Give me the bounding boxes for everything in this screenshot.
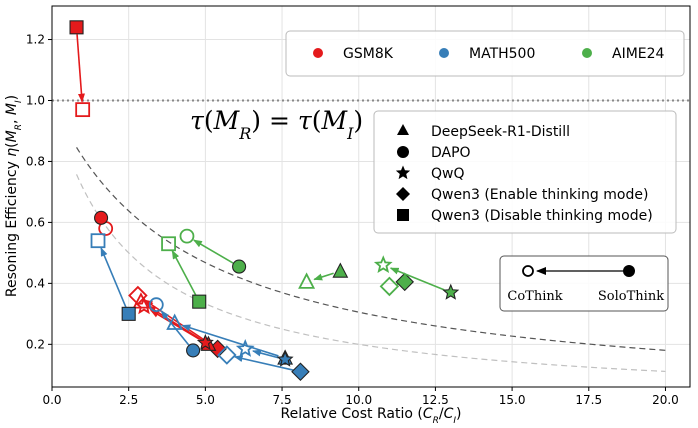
y-tick-label: 1.0 <box>26 93 45 107</box>
y-tick-label: 1.2 <box>26 33 45 47</box>
legend-math500-label: MATH500 <box>469 46 535 62</box>
efficiency-curve-1 <box>75 174 666 373</box>
cothink-point <box>217 345 237 365</box>
legend-diamond-marker <box>396 187 410 201</box>
cothink-point <box>235 339 255 357</box>
transition-arrow <box>233 355 294 371</box>
legend-aime24-marker <box>582 48 592 58</box>
legend-star-marker <box>395 165 411 180</box>
x-tick-label: 15.0 <box>499 393 526 407</box>
transition-arrow <box>389 267 445 291</box>
solothink-point <box>332 262 349 278</box>
dataset-legend-box <box>285 30 685 77</box>
plot-frame <box>51 5 691 388</box>
y-tick-label: 0.8 <box>26 154 45 168</box>
x-tick-label: 20.0 <box>652 393 679 407</box>
solothink-point <box>276 350 294 367</box>
legend-model-2-label: QwQ <box>431 166 465 182</box>
arrow-legend-cothink-label: CoThink <box>507 289 562 304</box>
cothink-point <box>75 102 91 118</box>
pair-math500-qwen3-enable-thinking-mode <box>217 345 310 382</box>
data-series <box>69 20 460 382</box>
transition-arrow <box>171 249 197 296</box>
solothink-point <box>232 259 247 274</box>
cothink-point <box>379 276 400 297</box>
solothink-point <box>442 283 460 300</box>
pair-math500-qwq <box>235 339 294 367</box>
cothink-point <box>373 255 393 274</box>
solothink-point <box>186 343 201 358</box>
x-axis-label: Relative Cost Ratio (CR/CI) <box>280 406 461 426</box>
cothink-point <box>161 236 176 252</box>
transition-arrow <box>160 310 190 346</box>
solothink-point <box>69 20 84 35</box>
solothink-point <box>121 306 136 321</box>
arrow-legend-solothink-label: SoloThink <box>598 289 664 304</box>
pair-aime24-qwen3-disable-thinking-mode <box>161 236 207 309</box>
x-tick-label: 10.0 <box>345 393 372 407</box>
x-tick-label: 12.5 <box>422 393 449 407</box>
solothink-point <box>291 362 310 382</box>
legend-square-marker <box>397 209 409 221</box>
x-tick-label: 0.0 <box>42 393 61 407</box>
legend-star-shape <box>395 165 411 180</box>
pair-math500-dapo <box>148 297 201 358</box>
cothink-point <box>90 233 106 249</box>
y-tick-label: 0.6 <box>26 215 45 229</box>
pair-math500-qwen3-disable-thinking-mode <box>90 233 136 321</box>
cothink-point <box>166 313 184 330</box>
model-legend-box <box>373 110 677 234</box>
legend-model-3-label: Qwen3 (Enable thinking mode) <box>431 187 648 203</box>
transition-arrow <box>181 324 279 357</box>
transition-arrow <box>193 239 234 264</box>
formula-annotation: τ(MR) = τ(MI) <box>190 106 363 143</box>
x-tick-label: 5.0 <box>196 393 215 407</box>
legend-model-4-label: Qwen3 (Disable thinking mode) <box>431 208 653 224</box>
arrow-legend-open-circle <box>522 265 534 277</box>
x-tick-label: 7.5 <box>273 393 292 407</box>
legend-model-0-label: DeepSeek-R1-Distill <box>431 124 570 140</box>
transition-arrow <box>252 349 279 359</box>
x-tick-label: 17.5 <box>575 393 602 407</box>
pair-gsm8k-qwen3-disable-thinking-mode <box>69 20 91 118</box>
cothink-point <box>148 297 164 313</box>
transition-arrow <box>150 309 200 340</box>
y-tick-label: 0.4 <box>26 276 45 290</box>
legend-model-1-label: DAPO <box>431 145 471 161</box>
legend-gsm8k-label: GSM8K <box>343 46 394 62</box>
cothink-point <box>298 272 316 289</box>
x-axis-ticks: 0.0 2.5 5.0 7.5 10.0 12.5 15.0 17.5 20.0 <box>42 387 679 407</box>
pair-aime24-dapo <box>179 228 247 274</box>
pair-aime24-deepseek-r1-distill <box>298 262 349 289</box>
pair-gsm8k-dapo <box>94 210 114 236</box>
arrow-legend: CoThink SoloThink <box>499 255 669 312</box>
y-axis-ticks: 0.2 0.4 0.6 0.8 1.0 1.2 <box>26 33 52 351</box>
y-tick-label: 0.2 <box>26 337 45 351</box>
arrow-legend-filled-circle <box>623 265 635 277</box>
legend-gsm8k-marker <box>313 48 323 58</box>
transition-arrow <box>100 247 127 308</box>
pair-aime24-qwq <box>373 255 460 300</box>
legend-aime24-label: AIME24 <box>612 46 665 62</box>
pair-gsm8k-qwq <box>134 296 214 351</box>
pair-aime24-qwen3-enable-thinking-mode <box>379 272 415 297</box>
y-axis-label: Resoning Efficiency η(MR, MI) <box>4 95 24 297</box>
cothink-point <box>179 228 195 244</box>
legend-triangle-marker <box>397 124 409 135</box>
transition-arrow <box>76 34 85 103</box>
legend-math500-marker <box>439 48 449 58</box>
transition-arrow <box>313 272 334 281</box>
x-tick-label: 2.5 <box>119 393 138 407</box>
solothink-point <box>196 333 214 351</box>
model-legend: DeepSeek-R1-Distill DAPO QwQ Qwen3 (Enab… <box>373 110 677 234</box>
solothink-point <box>94 210 109 225</box>
dataset-legend: GSM8K MATH500 AIME24 <box>285 30 685 77</box>
solothink-point <box>192 294 207 309</box>
solothink-point <box>395 272 415 292</box>
legend-circle-marker <box>397 146 409 158</box>
